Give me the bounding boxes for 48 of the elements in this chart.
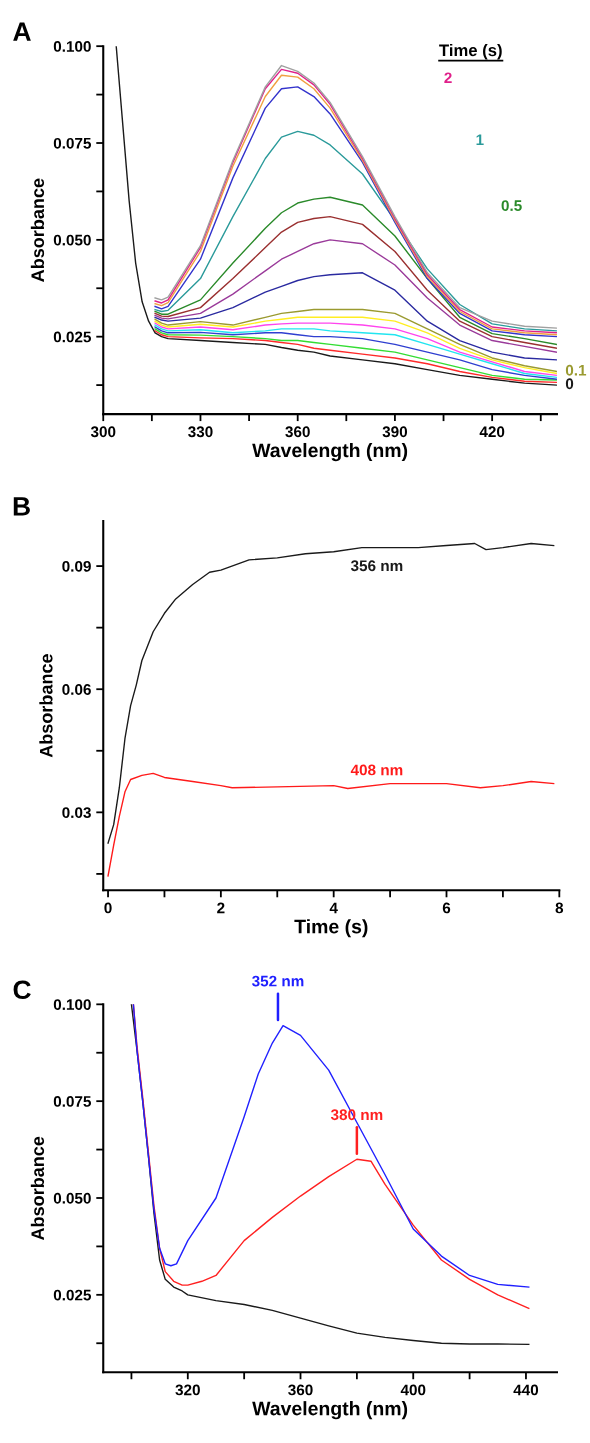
chart-title: B	[13, 497, 30, 516]
x-tick-label: 8	[555, 902, 564, 914]
series-label: 408 nm	[350, 764, 403, 776]
y-tick-label: 0.075	[53, 1096, 92, 1107]
x-tick-label: 2	[217, 902, 225, 914]
line-series	[115, 46, 557, 386]
series-label: 356 nm	[350, 560, 403, 572]
x-tick-label: 330	[188, 426, 213, 438]
x-tick-label: 360	[285, 426, 310, 438]
line-series	[107, 542, 555, 844]
y-tick-label: 0.050	[53, 1192, 91, 1204]
x-tick-label: 360	[288, 1384, 313, 1396]
x-tick-label: 0	[104, 902, 112, 914]
y-tick-label: 0.075	[53, 137, 92, 149]
line-series	[154, 239, 557, 353]
text: 0.5	[501, 200, 522, 212]
y-tick-label: 0.025	[53, 1289, 92, 1301]
series-label: 0	[565, 378, 574, 390]
annotation: 352 nm	[252, 975, 304, 987]
text: 2	[444, 72, 452, 84]
x-tick-label: 440	[513, 1384, 539, 1396]
chart-title: C	[13, 980, 31, 1000]
x-axis-title: Time (s)	[294, 919, 368, 938]
series-label: 0.1	[565, 364, 587, 376]
x-tick-label: 390	[382, 426, 408, 438]
y-tick-label: 0.100	[53, 41, 91, 52]
y-tick-label: 0.09	[62, 560, 91, 572]
x-axis-title: Wavelength (nm)	[252, 442, 408, 462]
y-tick-label: 0.050	[53, 234, 91, 246]
y-tick-label: 0.100	[53, 999, 91, 1011]
line-series	[154, 272, 557, 361]
y-axis-title: Absorbance	[30, 1136, 45, 1241]
legend-title: Time (s)	[439, 43, 502, 60]
chart-title: A	[13, 22, 31, 41]
x-tick-label: 6	[442, 902, 451, 914]
x-tick-label: 300	[90, 426, 116, 438]
x-tick-label: 320	[175, 1384, 200, 1396]
y-tick-label: 0.025	[53, 331, 92, 343]
y-axis-title: Absorbance	[30, 178, 45, 282]
x-tick-label: 420	[479, 426, 505, 438]
line-series	[154, 130, 557, 332]
y-axis-title: Absorbance	[39, 654, 53, 758]
x-tick-label: 400	[400, 1384, 426, 1396]
x-tick-label: 4	[329, 902, 338, 914]
y-tick-label: 0.06	[62, 684, 91, 695]
x-axis-title: Wavelength (nm)	[252, 1401, 408, 1420]
text: 1	[476, 134, 484, 146]
y-tick-label: 0.03	[62, 807, 91, 819]
